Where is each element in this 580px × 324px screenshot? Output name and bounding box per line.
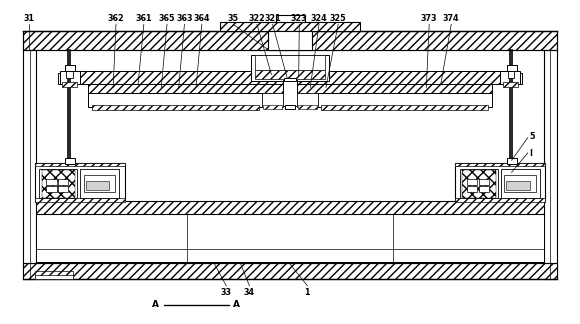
Text: 373: 373 bbox=[421, 14, 437, 23]
Bar bbox=[36, 214, 544, 262]
Text: 31: 31 bbox=[24, 14, 34, 23]
Bar bbox=[23, 50, 36, 279]
Bar bbox=[42, 170, 75, 198]
Text: 34: 34 bbox=[244, 288, 255, 297]
Text: 323: 323 bbox=[291, 14, 307, 23]
Bar bbox=[455, 163, 545, 166]
Bar bbox=[88, 93, 262, 107]
Bar bbox=[65, 158, 75, 164]
Bar bbox=[39, 169, 77, 198]
Text: 362: 362 bbox=[108, 14, 124, 23]
Bar bbox=[88, 84, 492, 93]
Text: 324: 324 bbox=[311, 14, 327, 23]
Text: 365: 365 bbox=[159, 14, 175, 23]
Bar bbox=[46, 186, 57, 192]
Bar bbox=[65, 65, 75, 71]
Bar bbox=[462, 170, 496, 198]
Bar bbox=[297, 93, 318, 107]
Bar bbox=[510, 73, 522, 84]
Text: A: A bbox=[152, 300, 159, 309]
Text: 5: 5 bbox=[530, 132, 535, 141]
Text: A: A bbox=[233, 300, 240, 309]
Bar bbox=[504, 175, 536, 192]
Text: 33: 33 bbox=[221, 288, 231, 297]
Bar bbox=[467, 179, 477, 185]
Bar bbox=[66, 71, 72, 78]
Bar bbox=[507, 65, 517, 71]
Bar bbox=[455, 198, 545, 202]
Bar bbox=[46, 179, 57, 185]
Text: 321: 321 bbox=[264, 14, 281, 23]
Text: 363: 363 bbox=[176, 14, 193, 23]
Bar bbox=[321, 105, 488, 110]
Text: 364: 364 bbox=[194, 14, 210, 23]
Bar bbox=[544, 50, 557, 279]
Bar bbox=[508, 71, 514, 78]
Bar bbox=[62, 82, 77, 87]
Bar bbox=[507, 158, 517, 164]
Bar bbox=[35, 275, 72, 279]
Bar bbox=[220, 22, 360, 31]
Bar bbox=[23, 31, 557, 50]
Bar bbox=[35, 198, 125, 202]
Text: 325: 325 bbox=[330, 14, 346, 23]
Bar bbox=[478, 186, 489, 192]
Bar bbox=[501, 169, 540, 198]
Bar bbox=[478, 179, 489, 185]
Bar bbox=[60, 71, 80, 84]
Bar bbox=[455, 163, 545, 202]
Bar bbox=[318, 93, 492, 107]
Bar bbox=[262, 93, 283, 107]
Bar bbox=[84, 175, 115, 192]
Bar bbox=[255, 55, 325, 70]
Bar bbox=[35, 271, 72, 279]
Bar bbox=[35, 163, 125, 166]
Bar bbox=[283, 80, 297, 106]
Bar bbox=[86, 181, 109, 190]
Bar bbox=[285, 105, 295, 109]
Bar bbox=[276, 15, 304, 22]
Bar bbox=[503, 82, 518, 87]
Bar bbox=[80, 169, 119, 198]
Bar bbox=[467, 186, 477, 192]
Bar bbox=[268, 31, 312, 50]
Text: 374: 374 bbox=[443, 14, 459, 23]
Text: 35: 35 bbox=[228, 14, 238, 23]
Bar bbox=[255, 70, 325, 79]
Bar bbox=[58, 73, 70, 84]
Bar bbox=[36, 201, 544, 214]
Text: 1: 1 bbox=[304, 288, 310, 297]
Bar bbox=[506, 181, 530, 190]
Text: 361: 361 bbox=[136, 14, 152, 23]
Bar bbox=[298, 105, 317, 109]
Bar bbox=[500, 71, 520, 84]
Text: I: I bbox=[530, 149, 532, 158]
Text: 322: 322 bbox=[249, 14, 265, 23]
Bar bbox=[68, 71, 512, 84]
Bar bbox=[35, 163, 125, 202]
Bar bbox=[23, 263, 557, 279]
Bar bbox=[460, 169, 498, 198]
Bar bbox=[251, 55, 329, 81]
Bar bbox=[284, 78, 296, 81]
Bar bbox=[263, 105, 282, 109]
Bar bbox=[92, 105, 259, 110]
Bar bbox=[58, 179, 68, 185]
Bar bbox=[58, 186, 68, 192]
